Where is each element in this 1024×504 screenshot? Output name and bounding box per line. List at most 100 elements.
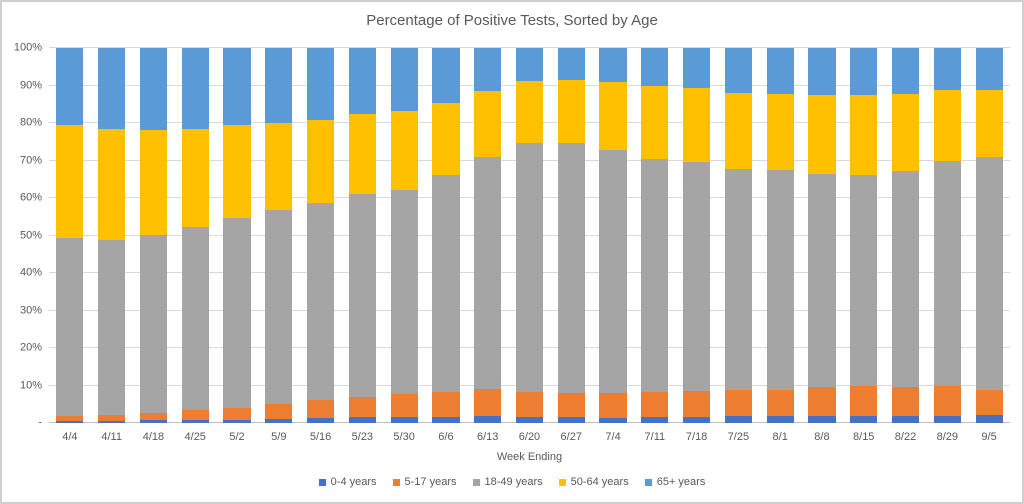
bar-segment[interactable]	[641, 391, 669, 417]
bar-segment[interactable]	[891, 93, 920, 172]
bar-segment[interactable]	[348, 417, 376, 423]
bar-segment[interactable]	[390, 48, 418, 111]
bar-segment[interactable]	[933, 386, 961, 416]
bar-segment[interactable]	[515, 391, 544, 417]
bar-segment[interactable]	[683, 162, 711, 391]
bar-segment[interactable]	[891, 386, 920, 416]
bar-segment[interactable]	[683, 390, 711, 417]
bar-stack[interactable]	[891, 48, 920, 423]
bar-segment[interactable]	[474, 389, 502, 416]
bar-segment[interactable]	[432, 174, 460, 392]
bar-segment[interactable]	[265, 48, 293, 123]
bar-stack[interactable]	[348, 48, 376, 423]
bar-segment[interactable]	[181, 410, 209, 421]
bar-segment[interactable]	[515, 81, 544, 143]
bar-segment[interactable]	[139, 234, 168, 413]
bar-segment[interactable]	[641, 159, 669, 392]
bar-segment[interactable]	[181, 129, 209, 228]
bar-segment[interactable]	[515, 417, 544, 423]
bar-stack[interactable]	[599, 48, 627, 423]
bar-segment[interactable]	[599, 48, 627, 82]
bar-segment[interactable]	[850, 385, 878, 416]
bar-stack[interactable]	[683, 48, 711, 423]
bar-segment[interactable]	[557, 79, 585, 143]
bar-segment[interactable]	[891, 171, 920, 387]
bar-segment[interactable]	[933, 90, 961, 161]
bar-segment[interactable]	[850, 48, 878, 95]
bar-segment[interactable]	[98, 240, 126, 415]
bar-segment[interactable]	[474, 415, 502, 423]
bar-stack[interactable]	[223, 48, 251, 423]
legend-item[interactable]: 18-49 years	[472, 476, 543, 488]
bar-segment[interactable]	[683, 48, 711, 89]
bar-stack[interactable]	[766, 48, 794, 423]
bar-segment[interactable]	[56, 421, 84, 423]
bar-segment[interactable]	[348, 48, 376, 115]
bar-segment[interactable]	[599, 392, 627, 418]
bar-segment[interactable]	[181, 48, 209, 130]
bar-segment[interactable]	[390, 393, 418, 417]
bar-segment[interactable]	[56, 415, 84, 422]
bar-segment[interactable]	[390, 189, 418, 394]
bar-segment[interactable]	[683, 417, 711, 423]
bar-segment[interactable]	[599, 417, 627, 423]
bar-stack[interactable]	[98, 48, 126, 423]
bar-segment[interactable]	[223, 419, 251, 423]
bar-segment[interactable]	[808, 387, 836, 417]
bar-segment[interactable]	[850, 174, 878, 386]
bar-segment[interactable]	[474, 48, 502, 92]
bar-stack[interactable]	[307, 48, 335, 423]
bar-segment[interactable]	[933, 160, 961, 387]
bar-stack[interactable]	[181, 48, 209, 423]
bar-segment[interactable]	[56, 238, 84, 416]
bar-stack[interactable]	[515, 48, 544, 423]
bar-segment[interactable]	[265, 403, 293, 419]
bar-segment[interactable]	[975, 390, 1003, 415]
legend-item[interactable]: 0-4 years	[318, 476, 377, 488]
bar-segment[interactable]	[808, 416, 836, 423]
bar-stack[interactable]	[808, 48, 836, 423]
bar-segment[interactable]	[139, 412, 168, 421]
bar-segment[interactable]	[766, 93, 794, 170]
bar-segment[interactable]	[641, 48, 669, 87]
bar-stack[interactable]	[933, 48, 961, 423]
bar-segment[interactable]	[557, 392, 585, 417]
bar-segment[interactable]	[181, 420, 209, 423]
bar-segment[interactable]	[98, 421, 126, 423]
bar-segment[interactable]	[432, 391, 460, 417]
bar-segment[interactable]	[641, 417, 669, 423]
bar-segment[interactable]	[641, 86, 669, 159]
bar-segment[interactable]	[724, 390, 752, 416]
bar-segment[interactable]	[181, 227, 209, 411]
bar-stack[interactable]	[139, 48, 168, 423]
bar-segment[interactable]	[724, 92, 752, 170]
bar-segment[interactable]	[307, 399, 335, 419]
bar-segment[interactable]	[724, 415, 752, 423]
bar-segment[interactable]	[223, 48, 251, 126]
bar-segment[interactable]	[432, 48, 460, 103]
bar-segment[interactable]	[307, 48, 335, 121]
bar-segment[interactable]	[223, 407, 251, 420]
bar-segment[interactable]	[891, 415, 920, 423]
bar-segment[interactable]	[975, 48, 1003, 90]
bar-segment[interactable]	[557, 48, 585, 80]
bar-stack[interactable]	[56, 48, 84, 423]
bar-stack[interactable]	[265, 48, 293, 423]
bar-segment[interactable]	[975, 89, 1003, 158]
bar-segment[interactable]	[891, 48, 920, 94]
bar-segment[interactable]	[98, 129, 126, 241]
bar-stack[interactable]	[557, 48, 585, 423]
bar-segment[interactable]	[766, 48, 794, 94]
bar-stack[interactable]	[390, 48, 418, 423]
bar-segment[interactable]	[432, 102, 460, 175]
bar-segment[interactable]	[265, 123, 293, 210]
bar-segment[interactable]	[348, 114, 376, 194]
bar-segment[interactable]	[975, 157, 1003, 390]
bar-segment[interactable]	[139, 130, 168, 235]
bar-segment[interactable]	[348, 193, 376, 397]
bar-segment[interactable]	[808, 95, 836, 174]
bar-segment[interactable]	[390, 110, 418, 190]
bar-segment[interactable]	[139, 48, 168, 131]
bar-segment[interactable]	[348, 396, 376, 417]
bar-segment[interactable]	[599, 150, 627, 393]
